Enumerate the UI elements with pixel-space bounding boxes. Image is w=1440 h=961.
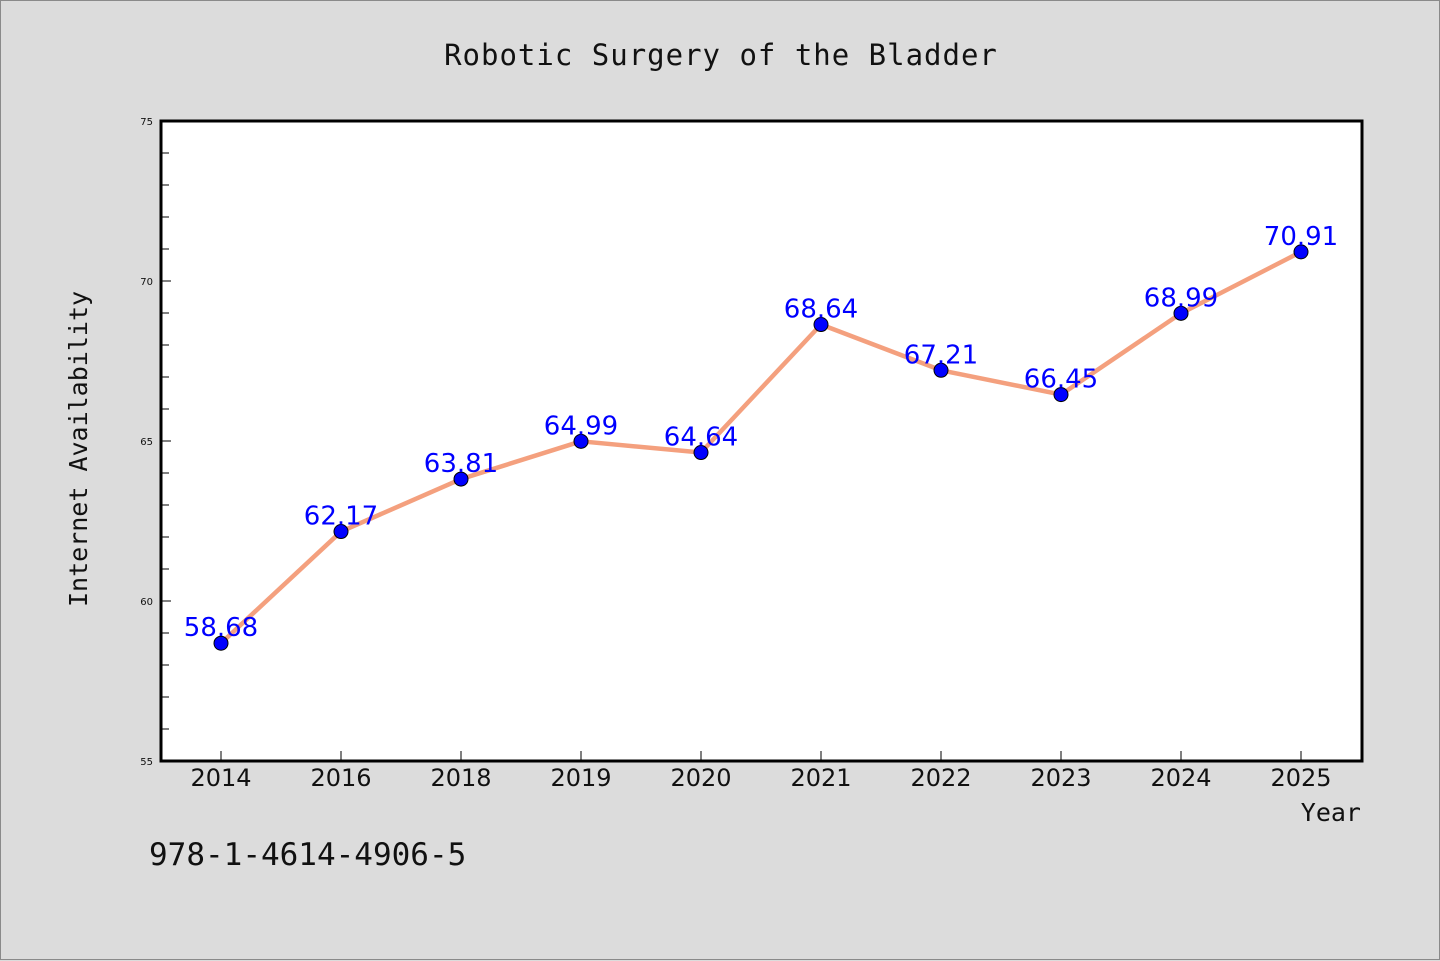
data-label: 68.99 — [1144, 283, 1218, 313]
data-label: 70.91 — [1264, 222, 1338, 252]
series-line — [218, 249, 1304, 646]
data-label: 67.21 — [904, 340, 978, 370]
plot-area — [159, 119, 1364, 763]
y-tick-label: 75 — [140, 117, 153, 128]
x-tick-label: 2024 — [1150, 764, 1211, 792]
data-markers — [213, 244, 1309, 651]
data-point — [1053, 387, 1069, 403]
data-labels: 58.68 62.17 63.81 64.99 64.64 68.64 67.21 66.45… — [184, 222, 1338, 643]
data-label: 62.17 — [304, 502, 378, 532]
x-tick-label: 2021 — [790, 764, 851, 792]
y-axis-label: Internet Availability — [64, 291, 93, 607]
data-point — [693, 445, 709, 461]
y-tick-label: 60 — [140, 597, 153, 608]
x-tick-label: 2020 — [670, 764, 731, 792]
isbn-annotation: 978-1-4614-4906-5 — [149, 837, 466, 873]
data-point — [1293, 244, 1309, 260]
data-point — [933, 362, 949, 378]
series-line-group — [218, 249, 1304, 646]
data-point — [453, 471, 469, 487]
data-label: 64.99 — [544, 411, 618, 441]
x-tick-label: 2018 — [430, 764, 491, 792]
x-axis-ticks: 2014 2016 2018 2019 2020 2021 2022 2023 2024 2025 — [190, 751, 1332, 792]
data-point — [213, 635, 229, 651]
y-tick-label: 65 — [140, 437, 153, 448]
chart-title: Robotic Surgery of the Bladder — [444, 38, 998, 72]
data-label: 66.45 — [1024, 365, 1098, 395]
data-label: 64.64 — [664, 423, 738, 453]
data-label: 58.68 — [184, 613, 258, 643]
x-tick-label: 2014 — [190, 764, 251, 792]
y-tick-label: 70 — [140, 277, 153, 288]
x-axis-label: Year — [1301, 798, 1361, 827]
data-label: 63.81 — [424, 449, 498, 479]
data-point — [573, 433, 589, 449]
x-tick-label: 2016 — [310, 764, 371, 792]
x-tick-label: 2023 — [1030, 764, 1091, 792]
data-point — [813, 317, 829, 333]
y-axis-ticks: 55 60 65 70 75 — [140, 117, 171, 768]
x-tick-label: 2025 — [1270, 764, 1331, 792]
data-point — [1173, 305, 1189, 321]
y-tick-label: 55 — [140, 757, 153, 768]
x-tick-label: 2019 — [550, 764, 611, 792]
data-point — [333, 524, 349, 540]
data-label: 68.64 — [784, 295, 858, 325]
x-tick-label: 2022 — [910, 764, 971, 792]
